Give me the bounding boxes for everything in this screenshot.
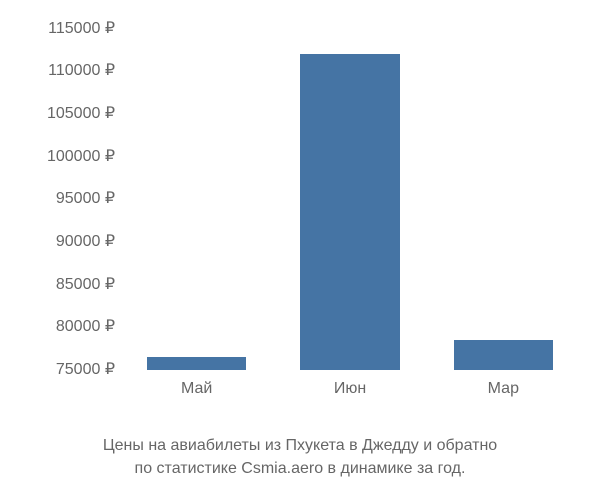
y-tick-label: 90000 ₽ <box>10 234 115 250</box>
y-tick-label: 110000 ₽ <box>10 63 115 79</box>
y-tick-label: 100000 ₽ <box>10 149 115 165</box>
x-tick-label: Июн <box>334 380 366 398</box>
caption-line2: по статистике Csmia.aero в динамике за г… <box>135 460 466 477</box>
y-tick-label: 75000 ₽ <box>10 362 115 378</box>
y-tick-label: 95000 ₽ <box>10 191 115 207</box>
caption-line1: Цены на авиабилеты из Пхукета в Джедду и… <box>103 437 497 454</box>
y-tick-label: 80000 ₽ <box>10 319 115 335</box>
x-tick-label: Май <box>181 380 212 398</box>
bar <box>300 54 400 370</box>
chart-container: 75000 ₽ 80000 ₽ 85000 ₽ 90000 ₽ 95000 ₽ 10000… <box>10 10 590 430</box>
y-axis: 75000 ₽80000 ₽85000 ₽90000 ₽95000 ₽10000… <box>10 20 115 370</box>
bar <box>147 357 247 370</box>
y-tick-label: 105000 ₽ <box>10 106 115 122</box>
chart-caption: Цены на авиабилеты из Пхукета в Джедду и… <box>0 435 600 480</box>
bar <box>454 340 554 370</box>
x-tick-label: Мар <box>488 380 519 398</box>
plot-area <box>120 20 580 370</box>
y-tick-label: 115000 ₽ <box>10 21 115 37</box>
x-axis: Май Июн Мар <box>120 380 580 410</box>
y-tick-label: 85000 ₽ <box>10 277 115 293</box>
